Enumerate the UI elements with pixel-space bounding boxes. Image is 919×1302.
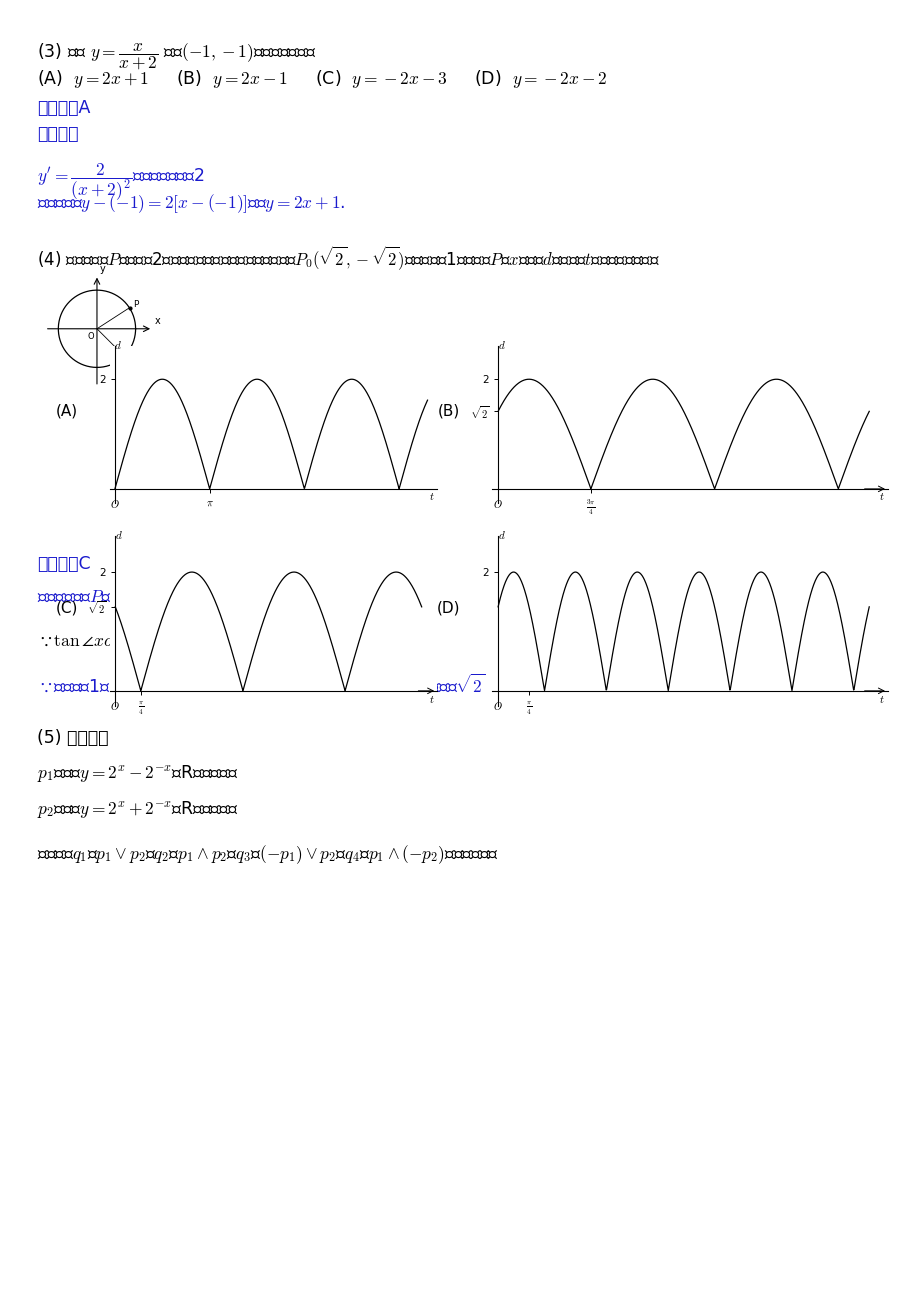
Text: $d$: $d$	[114, 339, 121, 352]
Text: 切线方程为$y-(-1) = 2[x-(-1)]$，即$y=2x+1$.: 切线方程为$y-(-1) = 2[x-(-1)]$，即$y=2x+1$.	[37, 193, 345, 215]
Text: x: x	[154, 316, 161, 326]
Text: P: P	[132, 299, 138, 309]
Text: y: y	[99, 264, 105, 273]
Text: 【解析】当点$P$在$P_0$，即$t=0$，$P$到$x$轴的距离为$\sqrt{2}$。: 【解析】当点$P$在$P_0$，即$t=0$，$P$到$x$轴的距离为$\sqr…	[37, 581, 300, 607]
Text: $\because \tan\angle xoP_0 = \dfrac{-\sqrt{2}}{\sqrt{2}} = -1$，$\therefore \angl: $\because \tan\angle xoP_0 = \dfrac{-\sq…	[37, 620, 346, 668]
Text: $P_0$: $P_0$	[127, 355, 138, 366]
Text: 【解析】: 【解析】	[37, 125, 78, 143]
Text: $d$: $d$	[497, 339, 505, 352]
Text: (B): (B)	[437, 404, 460, 419]
Text: $t$: $t$	[428, 694, 435, 704]
Text: 【答案】A: 【答案】A	[37, 99, 90, 117]
Text: (D): (D)	[436, 600, 460, 616]
Text: $\because$角速度为1，$\therefore$从$P_0$转到$x$轴需要的时间为$\dfrac{\pi/4}{1}=\dfrac{\pi}{4}$，: $\because$角速度为1，$\therefore$从$P_0$转到$x$轴…	[37, 667, 484, 706]
Text: $t$: $t$	[878, 491, 883, 501]
Text: $d$: $d$	[497, 530, 505, 542]
Text: (3) 曲线 $y = \dfrac{x}{x+2}$ 在点$(-1,-1)$处的切线方程为: (3) 曲线 $y = \dfrac{x}{x+2}$ 在点$(-1,-1)$处…	[37, 42, 316, 72]
Text: $t$: $t$	[429, 491, 435, 501]
Text: (4) 如图，质点$P$在半径为2的圆周上逆时针运动，其初始位置为$P_0(\sqrt{2},-\sqrt{2})$，角速度为1，那么点$P$到$x$轴距离$d: (4) 如图，质点$P$在半径为2的圆周上逆时针运动，其初始位置为$P_0(\s…	[37, 245, 659, 272]
Text: (A): (A)	[56, 404, 78, 419]
Text: 【答案】C: 【答案】C	[37, 555, 90, 573]
Text: $p_1$：函数$y=2^x - 2^{-x}$在R为增函数，: $p_1$：函数$y=2^x - 2^{-x}$在R为增函数，	[37, 763, 238, 784]
Text: $t$: $t$	[878, 694, 883, 704]
Text: $d$: $d$	[115, 530, 122, 542]
Text: O: O	[87, 332, 94, 341]
Text: (5) 已知命题: (5) 已知命题	[37, 729, 108, 747]
Text: $p_2$：函数$y=2^x + 2^{-x}$在R为减函数，: $p_2$：函数$y=2^x + 2^{-x}$在R为减函数，	[37, 799, 238, 820]
Text: (C): (C)	[56, 600, 78, 616]
Text: (A)  $y=2x+1$     (B)  $y=2x-1$     (C)  $y=-2x-3$     (D)  $y=-2x-2$: (A) $y=2x+1$ (B) $y=2x-1$ (C) $y=-2x-3$ …	[37, 68, 607, 90]
Text: $y' = \dfrac{2}{(x+2)^2}$，切线的斜率为2: $y' = \dfrac{2}{(x+2)^2}$，切线的斜率为2	[37, 161, 204, 203]
Text: 则在命题$q_1$：$p_1\vee p_2$，$q_2$：$p_1\wedge p_2$，$q_3$：$(-p_1)\vee p_2$和$q_4$：$p_1\: 则在命题$q_1$：$p_1\vee p_2$，$q_2$：$p_1\wedge…	[37, 844, 498, 866]
